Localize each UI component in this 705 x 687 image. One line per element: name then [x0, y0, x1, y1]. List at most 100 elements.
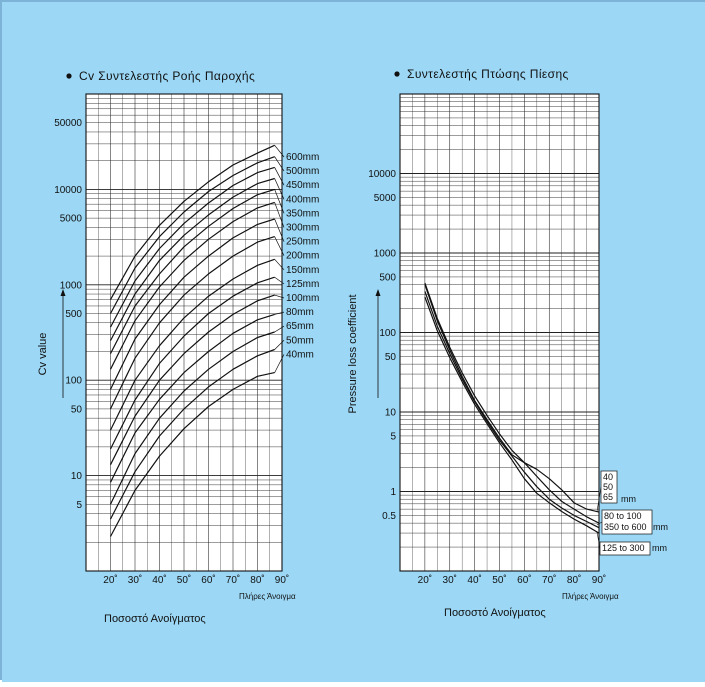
y-tick-label: 1: [390, 487, 396, 498]
y-tick-label: 1000: [60, 280, 83, 291]
x-tick-label: 40˚: [467, 574, 481, 586]
leader-line: [274, 259, 285, 271]
series-line: [109, 258, 275, 431]
chart2-x-end-label: Πλήρες Άνοιγμα: [562, 592, 619, 601]
y-tick-label: 500: [65, 309, 82, 320]
series-label: 600mm: [286, 152, 319, 163]
x-tick-label: 90˚: [275, 574, 289, 586]
leader-line: [274, 167, 285, 186]
x-tick-label: 30˚: [443, 574, 457, 586]
chart1-title: Cv Συντελεστής Ροής Παροχής: [79, 69, 255, 83]
series-line: [109, 236, 275, 410]
series-line: [109, 294, 275, 465]
leader-line: [274, 218, 285, 242]
y-tick-label: 5: [390, 431, 396, 442]
leader-line: [274, 236, 285, 256]
series-line: [109, 156, 275, 314]
leader-line: [596, 521, 603, 526]
legend-unit: mm: [653, 522, 668, 532]
plot-border: [85, 93, 283, 572]
chart1-xlabel: Ποσοστό Ανοίγματος: [104, 613, 206, 625]
series-line: [109, 348, 275, 520]
series-line: [109, 331, 275, 505]
leader-line: [274, 294, 285, 299]
chart2-xlabel: Ποσοστό Ανοίγματος: [444, 607, 546, 619]
series-label: 500mm: [286, 166, 319, 177]
leader-line: [274, 202, 285, 228]
y-tick-label: 5: [76, 500, 82, 511]
series-line: [424, 282, 600, 513]
x-tick-label: 30˚: [128, 574, 142, 586]
leader-line: [274, 145, 285, 158]
series-label: 450mm: [286, 180, 319, 191]
chart1-cv-flow: 5 10 50 100 500 1000 5000 10000 50000 20˚ 30˚ 40˚ 50…: [54, 93, 319, 586]
series-label: 100mm: [286, 293, 319, 304]
y-tick-label: 50: [385, 352, 397, 363]
series-line: [109, 188, 275, 354]
legend-box: [600, 470, 618, 504]
series-line: [109, 313, 275, 483]
series-line: [424, 284, 600, 524]
series-line: [109, 276, 275, 450]
x-tick-label: 80˚: [567, 574, 581, 586]
leader-line: [596, 486, 602, 512]
y-tick-label: 50000: [54, 118, 82, 129]
legend-label: 50: [603, 482, 613, 492]
legend-unit: mm: [621, 494, 636, 504]
x-tick-label: 60˚: [201, 574, 215, 586]
leader-line: [274, 340, 285, 350]
legend-box: [599, 541, 651, 556]
legend-box: [601, 509, 653, 535]
series-line: [109, 177, 275, 341]
series-line: [109, 144, 275, 300]
chart2-ylabel-arrow: [375, 289, 381, 398]
series-label: 40mm: [286, 349, 314, 360]
y-tick-label: 10000: [368, 169, 396, 180]
leader-line: [274, 354, 285, 373]
legend-label: 125 to 300: [602, 543, 645, 553]
leader-line: [274, 189, 285, 214]
plot-border: [399, 93, 600, 572]
leader-line: [596, 531, 601, 549]
legend-label: 80 to 100: [604, 511, 642, 521]
series-label: 80mm: [286, 307, 314, 318]
chart1-ylabel: Cv value: [37, 333, 49, 376]
x-tick-label: 40˚: [152, 574, 166, 586]
series-label: 125mm: [286, 279, 319, 290]
leader-line: [274, 276, 285, 285]
y-tick-label: 10: [71, 471, 83, 482]
series-line: [109, 166, 275, 328]
leader-line: [274, 178, 285, 200]
x-tick-label: 20˚: [418, 574, 432, 586]
chart1-x-end-label: Πλήρες Άνοιγμα: [239, 592, 296, 601]
legend-label: 65: [603, 492, 613, 502]
y-tick-label: 1000: [374, 249, 397, 260]
x-tick-label: 50˚: [492, 574, 506, 586]
series-label: 350mm: [286, 208, 319, 219]
x-tick-label: 20˚: [103, 574, 117, 586]
chart2-pressure-loss: 0.5 1 5 10 50 100 500 1000 5000 10000 20˚ 30˚ 40˚ 50˚…: [368, 93, 668, 586]
y-tick-label: 5000: [60, 214, 83, 225]
leader-line: [274, 156, 285, 172]
y-tick-label: 500: [379, 272, 396, 283]
series-label: 65mm: [286, 321, 314, 332]
chart1-ylabel-arrow: [60, 289, 66, 398]
y-tick-label: 10: [385, 408, 397, 419]
y-tick-label: 100: [65, 376, 82, 387]
legend-label: 350 to 600: [604, 522, 647, 532]
y-tick-label: 0.5: [382, 511, 396, 522]
leader-line: [274, 311, 285, 315]
x-tick-label: 90˚: [592, 574, 606, 586]
legend-label: 40: [603, 472, 613, 482]
title-bullet-icon: [66, 73, 72, 79]
series-label: 400mm: [286, 194, 319, 205]
x-tick-label: 50˚: [177, 574, 191, 586]
x-tick-label: 60˚: [517, 574, 531, 586]
series-label: 250mm: [286, 237, 319, 248]
x-tick-label: 70˚: [226, 574, 240, 586]
series-label: 150mm: [286, 265, 319, 276]
series-line: [424, 296, 600, 534]
series-label: 200mm: [286, 251, 319, 262]
